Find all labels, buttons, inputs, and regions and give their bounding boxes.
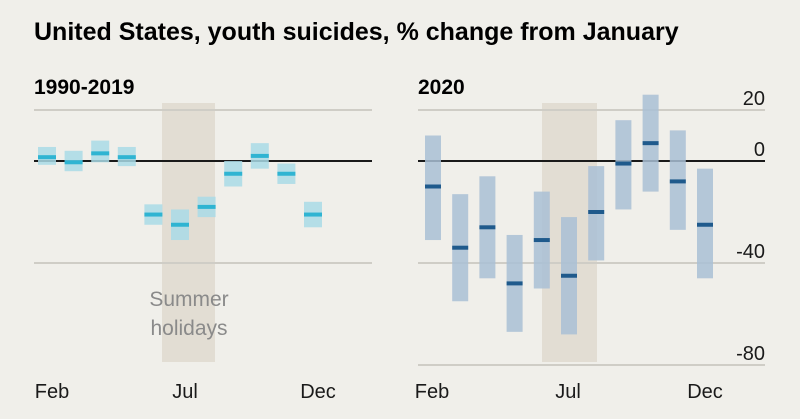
right-estimate-mark [506,281,523,286]
right-x-tick-label: Feb [415,381,449,403]
left-estimate-mark [171,222,189,227]
right-x-tick-label: Jul [555,381,581,403]
right-estimate-mark [561,273,577,278]
y-tick-label: -80 [736,343,765,365]
left-estimate-mark [250,153,269,158]
chart-title: United States, youth suicides, % change … [34,18,679,46]
left-x-tick-label: Feb [35,381,69,403]
right-estimate-mark [615,161,632,166]
right-estimate-mark [479,225,496,230]
left-x-tick-label: Dec [300,381,336,403]
right-estimate-mark [642,141,659,146]
y-tick-label: 20 [743,88,765,110]
left-estimate-mark [38,155,56,160]
right-estimate-mark [669,179,686,184]
right-x-tick-label: Dec [687,381,723,403]
left-estimate-mark [304,212,322,217]
right-estimate-mark [533,238,550,243]
summer-holidays-annotation: Summer [149,288,228,311]
right-estimate-mark [425,184,441,189]
left-estimate-mark [91,151,110,156]
right-estimate-mark [697,222,713,227]
summer-holidays-annotation: holidays [150,317,227,340]
left-estimate-mark [117,155,136,160]
left-estimate-mark [144,212,163,217]
left-estimate-mark [197,204,216,209]
right-estimate-mark [588,210,605,214]
left-estimate-mark [64,160,83,165]
y-tick-label: 0 [754,139,765,161]
left-x-tick-label: Jul [172,381,198,403]
right-panel-title: 2020 [418,76,465,99]
left-estimate-mark [224,171,243,176]
y-tick-label: -40 [736,241,765,263]
left-panel-title: 1990-2019 [34,76,134,99]
left-estimate-mark [277,171,296,176]
right-estimate-mark [452,245,469,250]
